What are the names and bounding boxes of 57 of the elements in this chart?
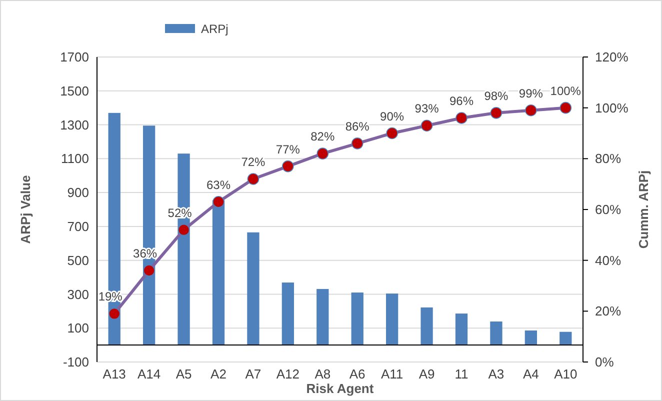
x-tick-label: A4 [522, 366, 539, 382]
y-tick-label: 1700 [60, 50, 89, 65]
y2-tick-label: 80% [595, 151, 622, 166]
legend-label: ARPj [201, 22, 228, 36]
x-tick-label: A13 [102, 366, 126, 382]
x-tick-label: A6 [349, 366, 366, 382]
bar [212, 200, 225, 346]
y2-tick-label: 120% [595, 50, 629, 65]
x-tick-label: A2 [210, 366, 226, 382]
bar [560, 332, 572, 346]
x-tick-label: A7 [245, 366, 262, 382]
x-tick-label: A12 [276, 366, 300, 382]
bar [351, 292, 364, 346]
data-label: 100% [550, 84, 582, 98]
y-axis-title: ARPj Value [18, 175, 33, 244]
y2-axis-title: Cumm. ARPj [636, 170, 651, 249]
y2-tick-label: 40% [595, 252, 622, 268]
y-tick-label: 700 [67, 218, 89, 234]
data-label: 86% [345, 119, 370, 134]
data-label: 99% [518, 86, 544, 100]
x-tick-label: A8 [314, 366, 331, 382]
y-tick-label: -100 [62, 354, 89, 370]
data-label: 72% [241, 155, 266, 169]
y2-tick-label: 60% [595, 202, 622, 218]
y-tick-label: 1500 [60, 83, 89, 98]
y2-tick-label: 0% [595, 354, 614, 370]
y-tick-label: 100 [67, 320, 89, 336]
y-tick-label: 300 [67, 286, 89, 302]
data-label: 96% [449, 94, 474, 108]
bar [524, 330, 538, 346]
x-tick-label: A10 [554, 366, 578, 382]
bar [490, 322, 502, 346]
bar [316, 288, 329, 346]
data-label: 93% [414, 102, 440, 116]
x-tick-label: A11 [380, 366, 404, 382]
bar [247, 232, 260, 346]
x-tick-label: A14 [138, 366, 161, 382]
x-tick-label: 11 [454, 366, 468, 382]
y2-tick-label: 20% [595, 304, 622, 319]
bar [282, 282, 294, 346]
data-label: 82% [310, 130, 335, 144]
data-label: 98% [484, 88, 509, 103]
y-tick-label: 1300 [60, 117, 89, 132]
data-label: 77% [276, 142, 300, 156]
x-tick-label: A3 [488, 366, 504, 382]
x-tick-label: A9 [418, 366, 435, 382]
y2-tick-label: 100% [595, 100, 629, 116]
x-axis-title: Risk Agent [306, 381, 374, 396]
y-tick-label: 1100 [61, 151, 89, 166]
bar [420, 307, 433, 346]
bar [386, 294, 398, 346]
bar [455, 314, 468, 346]
data-label: 90% [380, 109, 404, 124]
y-tick-label: 500 [67, 252, 89, 268]
x-tick-label: A5 [176, 366, 192, 382]
data-label: 63% [206, 178, 231, 192]
y-tick-label: 900 [67, 185, 89, 200]
